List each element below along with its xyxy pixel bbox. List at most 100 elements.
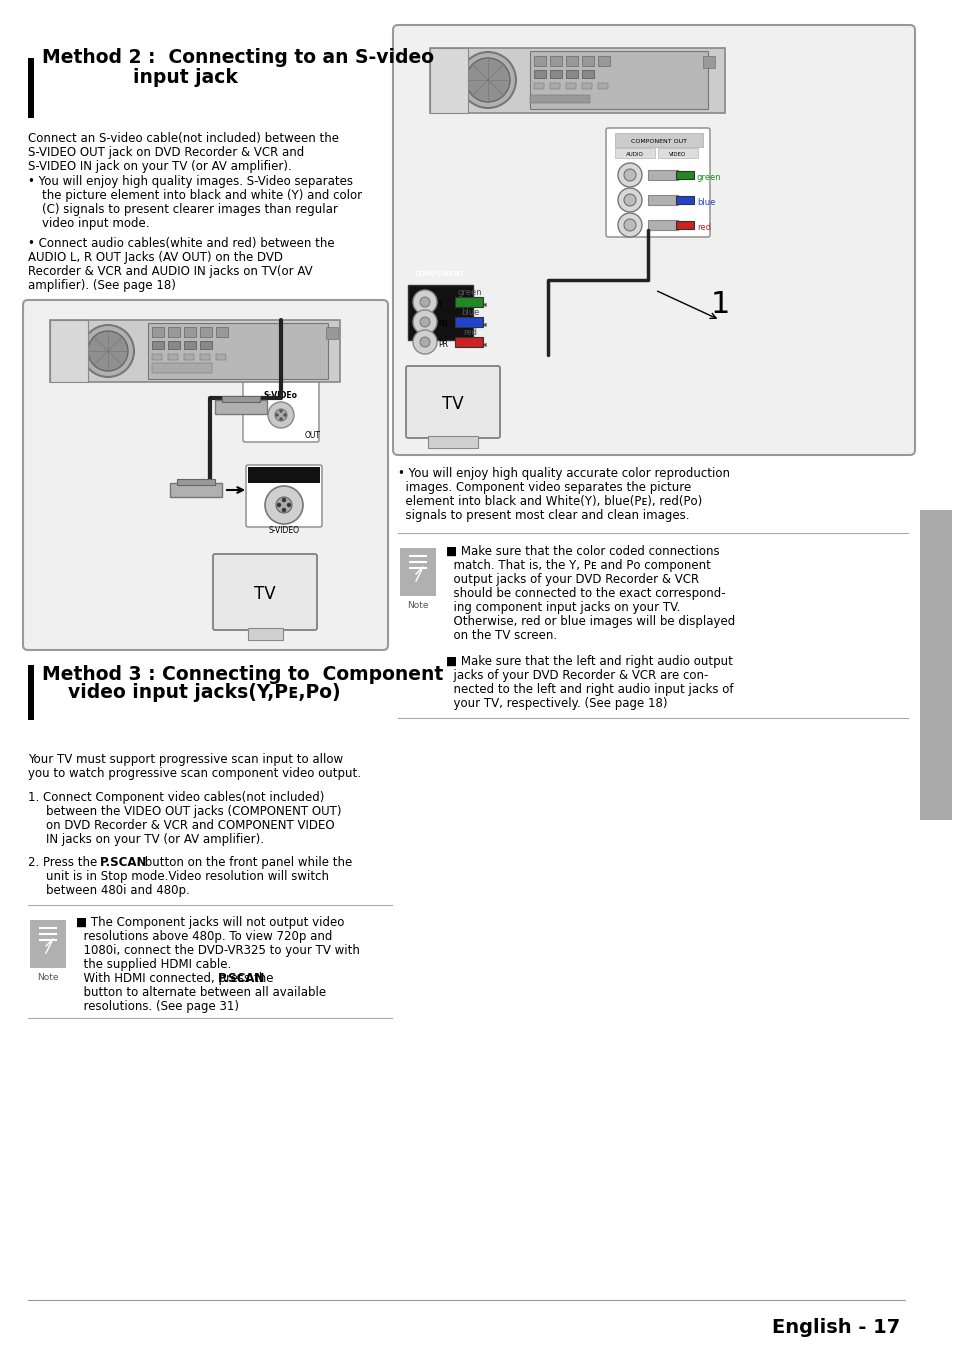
Text: Y: Y bbox=[437, 299, 442, 309]
Text: ◄: ◄ bbox=[475, 340, 486, 349]
Circle shape bbox=[279, 410, 282, 413]
Text: button on the front panel while the: button on the front panel while the bbox=[141, 857, 352, 869]
Circle shape bbox=[275, 414, 278, 417]
Circle shape bbox=[275, 496, 292, 513]
Bar bbox=[152, 363, 212, 374]
Text: OUT: OUT bbox=[305, 430, 320, 440]
Text: VIDEO: VIDEO bbox=[669, 152, 686, 156]
Circle shape bbox=[283, 414, 286, 417]
Text: video input mode.: video input mode. bbox=[42, 217, 150, 229]
Bar bbox=[200, 326, 212, 337]
Text: Otherwise, red or blue images will be displayed: Otherwise, red or blue images will be di… bbox=[446, 615, 735, 629]
Text: 1: 1 bbox=[710, 290, 729, 318]
FancyBboxPatch shape bbox=[605, 128, 709, 237]
Bar bbox=[184, 341, 195, 349]
Bar bbox=[399, 548, 436, 596]
Text: ■ Make sure that the color coded connections: ■ Make sure that the color coded connect… bbox=[446, 545, 719, 558]
Text: the supplied HDMI cable.: the supplied HDMI cable. bbox=[76, 958, 231, 971]
Text: signals to present most clear and clean images.: signals to present most clear and clean … bbox=[397, 509, 689, 522]
Bar bbox=[455, 337, 482, 347]
Bar bbox=[919, 510, 951, 820]
Bar bbox=[170, 483, 222, 496]
Bar bbox=[152, 353, 162, 360]
FancyBboxPatch shape bbox=[393, 26, 914, 455]
Bar bbox=[168, 341, 180, 349]
FancyBboxPatch shape bbox=[243, 380, 318, 442]
Text: nected to the left and right audio input jacks of: nected to the left and right audio input… bbox=[446, 683, 733, 696]
Bar bbox=[565, 70, 578, 78]
Text: • You will enjoy high quality images. S-Video separates: • You will enjoy high quality images. S-… bbox=[28, 175, 353, 188]
Text: element into black and White(Y), blue(Pᴇ), red(Pᴏ): element into black and White(Y), blue(Pᴇ… bbox=[397, 495, 701, 509]
Circle shape bbox=[459, 53, 516, 108]
Bar bbox=[455, 317, 482, 326]
Bar bbox=[455, 297, 482, 308]
Bar bbox=[28, 665, 34, 720]
Text: S-VIDEO OUT jack on DVD Recorder & VCR and: S-VIDEO OUT jack on DVD Recorder & VCR a… bbox=[28, 146, 304, 159]
Circle shape bbox=[623, 169, 636, 181]
Text: 2. Press the: 2. Press the bbox=[28, 857, 101, 869]
FancyBboxPatch shape bbox=[213, 554, 316, 630]
Bar bbox=[534, 70, 545, 78]
Bar bbox=[214, 401, 267, 414]
Circle shape bbox=[419, 317, 430, 326]
Text: green: green bbox=[457, 287, 482, 297]
Circle shape bbox=[413, 331, 436, 353]
Circle shape bbox=[279, 417, 282, 421]
Circle shape bbox=[623, 194, 636, 206]
Text: PR: PR bbox=[437, 340, 448, 349]
Text: button to alternate between all available: button to alternate between all availabl… bbox=[76, 986, 326, 1000]
Text: jacks of your DVD Recorder & VCR are con-: jacks of your DVD Recorder & VCR are con… bbox=[446, 669, 708, 683]
Text: • Connect audio cables(white and red) between the: • Connect audio cables(white and red) be… bbox=[28, 237, 335, 250]
FancyBboxPatch shape bbox=[23, 299, 388, 650]
Bar bbox=[148, 322, 328, 379]
Bar bbox=[658, 148, 698, 158]
Text: AUDIO L, R OUT Jacks (AV OUT) on the DVD: AUDIO L, R OUT Jacks (AV OUT) on the DVD bbox=[28, 251, 283, 264]
Bar bbox=[184, 326, 195, 337]
Circle shape bbox=[274, 409, 287, 421]
Text: PB: PB bbox=[437, 320, 447, 329]
Bar bbox=[177, 479, 214, 486]
Bar bbox=[565, 84, 576, 89]
Text: blue: blue bbox=[460, 308, 478, 317]
Circle shape bbox=[618, 188, 641, 212]
Circle shape bbox=[618, 163, 641, 188]
Bar bbox=[152, 341, 164, 349]
Text: ■ Make sure that the left and right audio output: ■ Make sure that the left and right audi… bbox=[446, 656, 732, 668]
Text: green: green bbox=[697, 173, 720, 182]
Bar bbox=[676, 221, 693, 229]
Text: TV: TV bbox=[253, 585, 275, 603]
Bar bbox=[168, 326, 180, 337]
Bar bbox=[430, 49, 724, 113]
Bar bbox=[28, 58, 34, 117]
Bar bbox=[534, 84, 543, 89]
Circle shape bbox=[287, 503, 291, 507]
Circle shape bbox=[282, 509, 286, 513]
Text: Method 2 :  Connecting to an S-video: Method 2 : Connecting to an S-video bbox=[42, 49, 434, 67]
Bar bbox=[647, 220, 678, 229]
Text: COMPONENT OUT: COMPONENT OUT bbox=[630, 139, 686, 144]
Text: 1080i, connect the DVD-VR325 to your TV with: 1080i, connect the DVD-VR325 to your TV … bbox=[76, 944, 359, 956]
Circle shape bbox=[419, 337, 430, 347]
Text: should be connected to the exact correspond-: should be connected to the exact corresp… bbox=[446, 587, 725, 600]
Bar bbox=[408, 285, 473, 340]
Bar bbox=[50, 320, 88, 382]
Text: images. Component video separates the picture: images. Component video separates the pi… bbox=[397, 482, 691, 494]
Bar bbox=[30, 920, 66, 969]
Text: red: red bbox=[697, 223, 710, 232]
Text: red: red bbox=[462, 328, 476, 337]
Circle shape bbox=[82, 325, 133, 376]
Text: Connect an S-video cable(not included) between the: Connect an S-video cable(not included) b… bbox=[28, 132, 338, 144]
Circle shape bbox=[282, 498, 286, 502]
Circle shape bbox=[413, 310, 436, 335]
FancyBboxPatch shape bbox=[246, 465, 322, 527]
FancyBboxPatch shape bbox=[406, 366, 499, 438]
Bar bbox=[530, 94, 589, 103]
Text: resolutions above 480p. To view 720p and: resolutions above 480p. To view 720p and bbox=[76, 929, 332, 943]
Text: AUDIO: AUDIO bbox=[625, 152, 643, 156]
Bar bbox=[50, 320, 339, 382]
Text: S-VIDEO: S-VIDEO bbox=[268, 526, 299, 536]
Text: Method 3 : Connecting to  Component: Method 3 : Connecting to Component bbox=[42, 665, 443, 684]
Text: on DVD Recorder & VCR and COMPONENT VIDEO: on DVD Recorder & VCR and COMPONENT VIDE… bbox=[46, 819, 335, 832]
Text: Connections: Connections bbox=[928, 622, 942, 708]
Text: Your TV must support progressive scan input to allow: Your TV must support progressive scan in… bbox=[28, 753, 343, 766]
